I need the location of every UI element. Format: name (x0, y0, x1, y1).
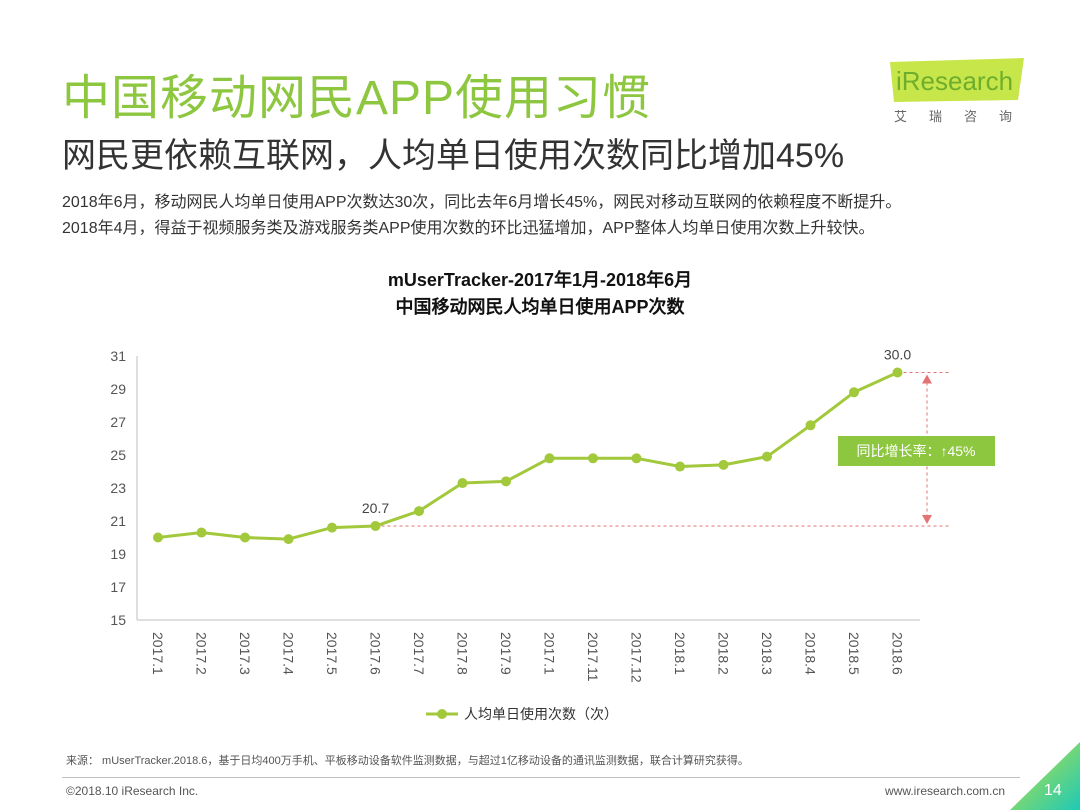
x-tick-label: 2017.5 (324, 632, 340, 675)
y-tick-label: 29 (110, 381, 126, 397)
data-point (892, 367, 903, 378)
corner-decoration (1010, 742, 1080, 810)
data-label: 20.7 (362, 500, 389, 516)
logo-banner (890, 58, 1024, 102)
data-point (240, 532, 250, 543)
y-tick-label: 23 (110, 480, 126, 496)
growth-annotation-box (838, 436, 995, 466)
x-tick-label: 2017.1 (150, 632, 166, 675)
data-point (196, 527, 207, 538)
x-tick-label: 2017.7 (411, 632, 427, 675)
data-point (805, 420, 816, 431)
data-point (501, 476, 511, 487)
data-point (849, 387, 859, 398)
data-point (457, 478, 468, 489)
series-line (157, 371, 899, 541)
legend-marker (437, 709, 447, 719)
page-title: 中国移动网民APP使用习惯 (62, 72, 652, 125)
x-tick-label: 2018.1 (672, 632, 688, 675)
x-tick-label: 2017.11 (585, 632, 601, 682)
data-point (588, 453, 598, 464)
logo-text: iResearch (896, 66, 1014, 96)
y-tick-label: 19 (110, 546, 126, 562)
data-point (631, 453, 642, 464)
description-line-1: 2018年6月，移动网民人均单日使用APP次数达30次，同比去年6月增长45%，… (62, 194, 902, 211)
x-tick-label: 2017.8 (455, 632, 471, 675)
data-point (414, 506, 424, 517)
x-tick-label: 2018.3 (759, 632, 775, 675)
x-tick-label: 2017.12 (629, 632, 645, 683)
page-number: 14 (1044, 782, 1062, 799)
x-tick-label: 2017.1 (542, 632, 558, 675)
x-tick-label: 2017.4 (281, 632, 297, 675)
x-tick-label: 2017.2 (194, 632, 210, 675)
chart-title: mUserTracker-2017年1月-2018年6月 (387, 270, 693, 290)
page-subtitle: 网民更依赖互联网，人均单日使用次数同比增加45% (62, 137, 845, 175)
data-point (762, 451, 772, 462)
chart-subtitle: 中国移动网民人均单日使用APP次数 (395, 297, 685, 317)
y-tick-label: 25 (110, 447, 126, 463)
y-tick-label: 27 (110, 414, 126, 430)
logo-cn: 艾瑞咨询 (894, 109, 1035, 124)
x-tick-label: 2017.6 (368, 632, 384, 675)
data-point (283, 534, 294, 545)
x-tick-label: 2017.3 (237, 632, 253, 675)
x-tick-label: 2018.6 (890, 632, 906, 675)
iresearch-logo: iResearch 艾瑞咨询 (890, 58, 1030, 128)
y-tick-label: 21 (110, 513, 126, 529)
source-note: 来源： mUserTracker.2018.6，基于日均400万手机、平板移动设… (66, 755, 749, 767)
x-tick-label: 2018.4 (803, 632, 819, 675)
data-point (153, 532, 163, 543)
data-point (370, 520, 381, 531)
description: 2018年6月，移动网民人均单日使用APP次数达30次，同比去年6月增长45%，… (62, 190, 901, 242)
y-tick-label: 31 (110, 348, 126, 364)
y-tick-label: 15 (110, 612, 126, 628)
data-point (675, 461, 685, 472)
arrow-up-icon (922, 374, 932, 384)
copyright: ©2018.10 iResearch Inc. (66, 784, 199, 798)
data-point (544, 453, 555, 464)
description-line-2: 2018年4月，得益于视频服务类及游戏服务类APP使用次数的环比迅猛增加，APP… (62, 220, 875, 237)
data-point (718, 459, 729, 470)
legend-label: 人均单日使用次数（次） (464, 706, 618, 722)
website-link[interactable]: www.iresearch.com.cn (885, 784, 1006, 798)
x-tick-label: 2018.5 (846, 632, 862, 675)
data-point (327, 522, 337, 533)
arrow-down-icon (922, 514, 932, 524)
footer-divider (62, 777, 1020, 778)
growth-annotation-text: 同比增长率：↑45% (856, 443, 975, 459)
y-tick-label: 17 (110, 579, 126, 595)
data-label: 30.0 (884, 347, 911, 363)
x-tick-label: 2017.9 (498, 632, 514, 675)
x-tick-label: 2018.2 (716, 632, 732, 675)
